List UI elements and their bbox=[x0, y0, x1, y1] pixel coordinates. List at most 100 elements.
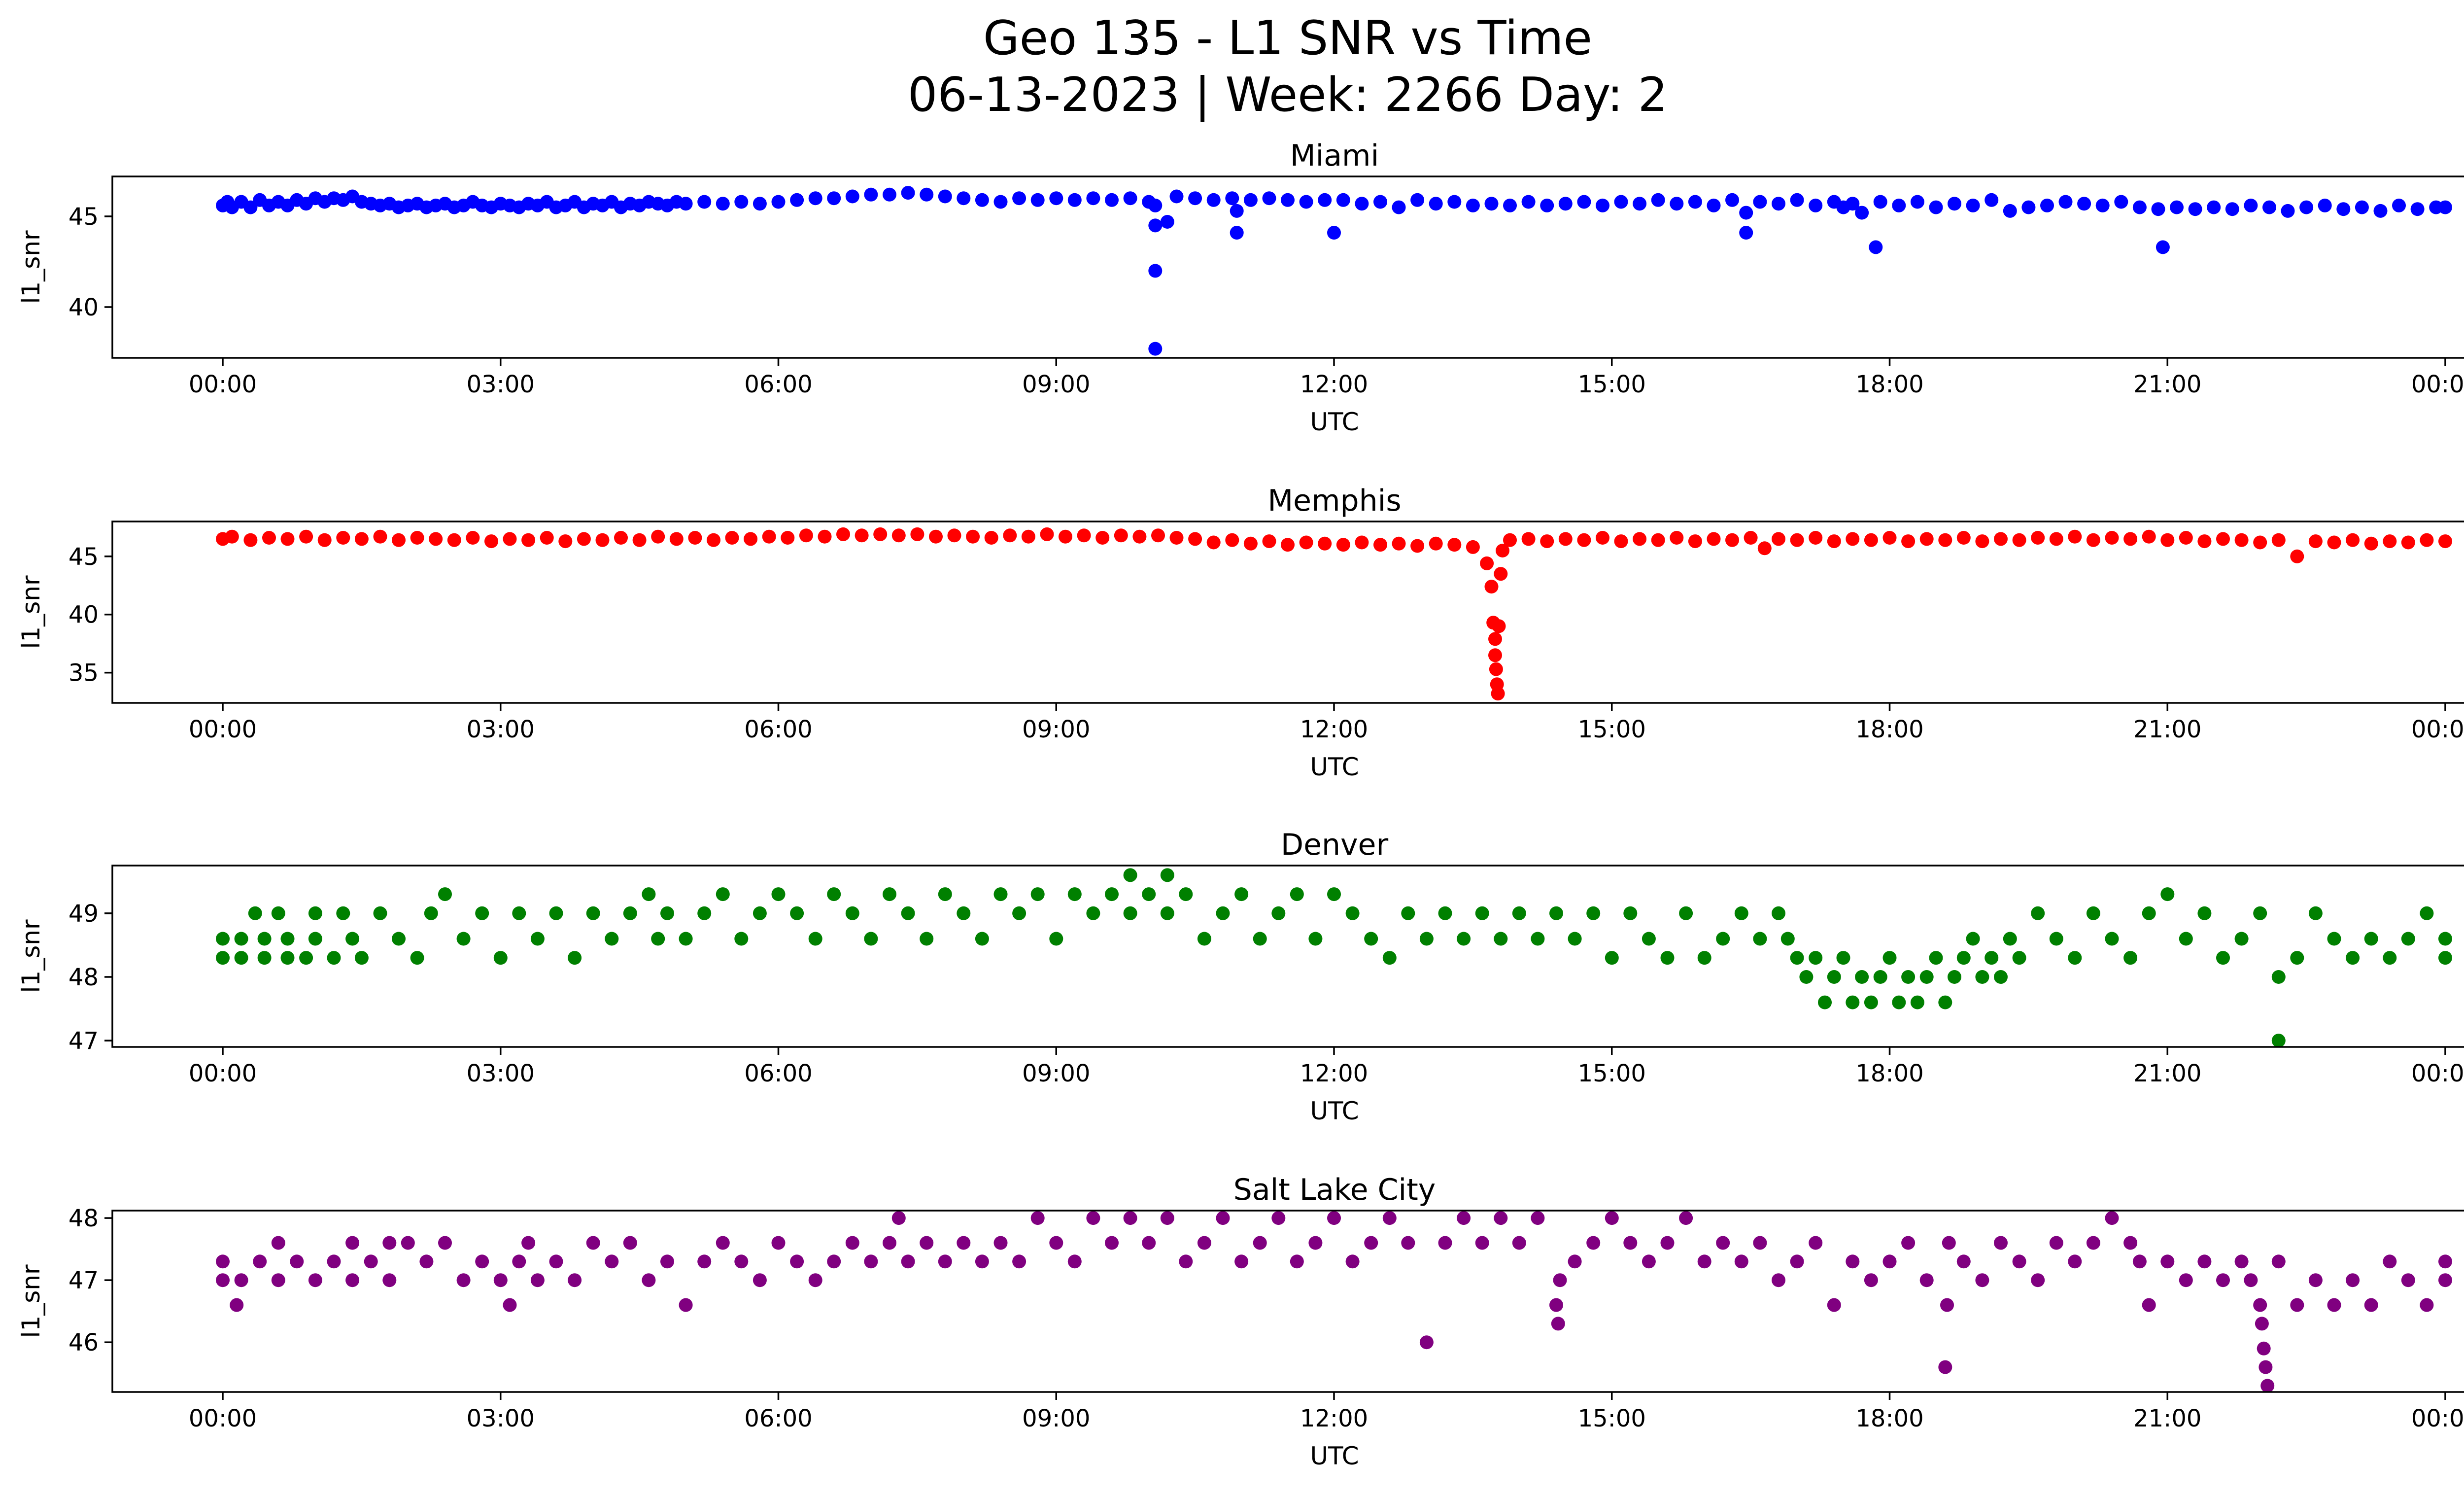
data-point bbox=[1308, 932, 1323, 946]
data-point bbox=[2327, 932, 2341, 946]
data-point bbox=[2336, 202, 2351, 216]
data-point bbox=[790, 1254, 804, 1269]
data-point bbox=[2290, 549, 2304, 563]
data-point bbox=[1123, 191, 1137, 206]
data-point bbox=[1938, 1360, 1952, 1374]
data-point bbox=[1123, 906, 1137, 920]
data-point bbox=[1614, 534, 1628, 549]
data-point bbox=[327, 951, 341, 965]
data-point bbox=[864, 187, 878, 202]
data-point bbox=[438, 1236, 452, 1250]
data-point bbox=[632, 533, 647, 547]
data-point bbox=[725, 531, 739, 545]
data-point bbox=[1142, 887, 1156, 902]
data-point bbox=[2244, 1273, 2258, 1287]
data-point bbox=[2420, 533, 2434, 547]
data-point bbox=[2021, 200, 2036, 214]
data-point bbox=[1956, 1254, 1971, 1269]
x-tick-label: 09:00 bbox=[1022, 1060, 1090, 1087]
data-point bbox=[1494, 932, 1508, 946]
data-point bbox=[707, 533, 720, 547]
data-point bbox=[1948, 970, 1961, 984]
data-point bbox=[651, 932, 665, 946]
data-point bbox=[1660, 951, 1675, 965]
data-point bbox=[2151, 202, 2165, 216]
data-point bbox=[1290, 887, 1304, 902]
data-point bbox=[1942, 1236, 1956, 1250]
data-point bbox=[1633, 532, 1647, 546]
y-tick-label: 35 bbox=[68, 660, 99, 687]
data-point bbox=[234, 1273, 248, 1287]
x-tick-label: 06:00 bbox=[744, 1060, 812, 1087]
data-point bbox=[1642, 932, 1656, 946]
data-point bbox=[2364, 932, 2378, 946]
data-point bbox=[1688, 534, 1702, 549]
data-point bbox=[2234, 1254, 2249, 1269]
data-point bbox=[2420, 906, 2434, 920]
y-tick-label: 49 bbox=[68, 900, 99, 928]
data-point bbox=[2420, 1298, 2434, 1312]
data-point bbox=[1753, 195, 1767, 209]
x-tick-label: 00:00 bbox=[2411, 1060, 2464, 1087]
data-point bbox=[2401, 535, 2415, 550]
data-point bbox=[1475, 906, 1489, 920]
data-point bbox=[1734, 1254, 1748, 1269]
data-point bbox=[429, 532, 443, 546]
data-point bbox=[1234, 887, 1249, 902]
data-point bbox=[2123, 951, 2138, 965]
data-point bbox=[1679, 1211, 1693, 1225]
x-tick-label: 12:00 bbox=[1300, 371, 1368, 398]
data-point bbox=[957, 1236, 971, 1250]
data-point bbox=[1040, 527, 1054, 541]
data-point bbox=[1364, 1236, 1378, 1250]
data-point bbox=[1596, 531, 1609, 545]
data-point bbox=[2123, 532, 2138, 546]
subplot-miami: Miami 00:00 03:00 06:00 09:00 12:00 15:00 18:00… bbox=[17, 139, 2464, 436]
data-point bbox=[1382, 1211, 1397, 1225]
data-point bbox=[2383, 951, 2397, 965]
data-point bbox=[299, 529, 313, 544]
data-point bbox=[1262, 191, 1276, 206]
data-point bbox=[1985, 951, 1999, 965]
subplot-title: Salt Lake City bbox=[1233, 1173, 1436, 1207]
data-point bbox=[456, 932, 471, 946]
data-point bbox=[1336, 193, 1350, 207]
data-point bbox=[642, 887, 656, 902]
data-point bbox=[2003, 932, 2017, 946]
data-point bbox=[734, 932, 749, 946]
data-point bbox=[1123, 1211, 1137, 1225]
data-point bbox=[2086, 533, 2100, 547]
y-axis-label: l1_snr bbox=[17, 230, 45, 304]
data-point bbox=[2271, 1254, 2286, 1269]
x-tick-label: 09:00 bbox=[1022, 371, 1090, 398]
data-point bbox=[1568, 1254, 1582, 1269]
data-point bbox=[568, 1273, 582, 1287]
data-points bbox=[216, 186, 2452, 356]
data-point bbox=[1882, 1254, 1897, 1269]
data-point bbox=[2438, 1273, 2452, 1287]
data-point bbox=[257, 951, 272, 965]
data-point bbox=[1003, 528, 1017, 543]
data-point bbox=[1772, 906, 1785, 920]
data-point bbox=[1596, 198, 1609, 212]
data-point bbox=[753, 197, 767, 211]
subplot-denver: Denver 00:00 03:00 06:00 09:00 12:00 15:00 18:0… bbox=[17, 828, 2464, 1125]
x-tick-label: 12:00 bbox=[1300, 1060, 1368, 1087]
data-point bbox=[1253, 1236, 1267, 1250]
data-point bbox=[447, 533, 461, 547]
data-point bbox=[966, 529, 980, 544]
data-point bbox=[2160, 887, 2175, 902]
data-point bbox=[530, 932, 545, 946]
data-point bbox=[1169, 189, 1184, 204]
data-point bbox=[586, 906, 600, 920]
data-point bbox=[1586, 1236, 1601, 1250]
data-point bbox=[2003, 204, 2017, 218]
data-point bbox=[920, 1236, 934, 1250]
data-point bbox=[1670, 197, 1684, 211]
data-point bbox=[975, 1254, 989, 1269]
data-point bbox=[1466, 198, 1480, 212]
data-point bbox=[623, 1236, 637, 1250]
data-point bbox=[1919, 1273, 1934, 1287]
data-point bbox=[2308, 534, 2323, 549]
